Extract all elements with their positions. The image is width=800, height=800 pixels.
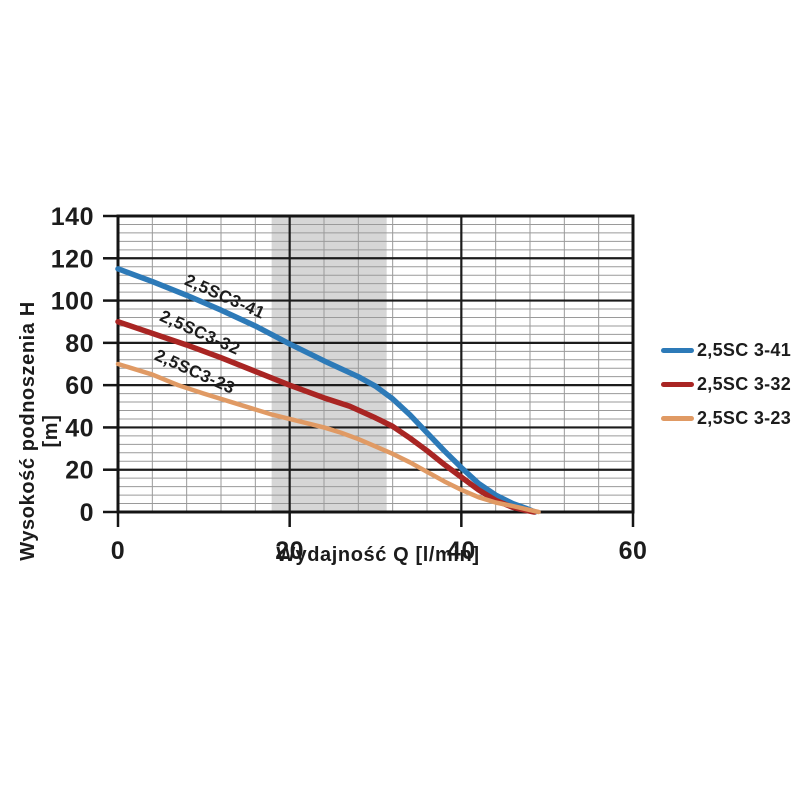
chart-legend: 2,5SC 3-41 2,5SC 3-32 2,5SC 3-23 <box>661 340 791 442</box>
svg-text:60: 60 <box>619 537 648 565</box>
svg-text:80: 80 <box>65 330 94 358</box>
legend-line-swatch <box>661 381 694 387</box>
legend-item: 2,5SC 3-32 <box>661 374 791 394</box>
legend-item: 2,5SC 3-41 <box>661 340 791 360</box>
curve-2,5SC3-23 <box>115 361 541 515</box>
x-axis-title: Wydajność Q [l/min] <box>276 544 480 566</box>
svg-text:20: 20 <box>275 537 304 565</box>
legend-line-swatch <box>661 415 694 421</box>
curve-2,5SC3-41 <box>115 266 538 515</box>
legend-item: 2,5SC 3-23 <box>661 408 791 428</box>
svg-text:40: 40 <box>65 414 94 442</box>
svg-text:60: 60 <box>65 372 94 400</box>
legend-line-swatch <box>661 347 694 353</box>
svg-text:100: 100 <box>51 288 94 316</box>
minor-gridlines <box>118 216 633 512</box>
legend-label: 2,5SC 3-23 <box>697 407 792 428</box>
svg-text:0: 0 <box>80 499 94 527</box>
svg-text:120: 120 <box>51 245 94 273</box>
legend-label: 2,5SC 3-32 <box>697 373 792 394</box>
x-tick-labels: 0 20 40 60 <box>111 537 648 565</box>
y-axis-title: Wysokość podnoszenia H [m] <box>17 301 62 561</box>
svg-text:0: 0 <box>111 537 125 565</box>
legend-label: 2,5SC 3-41 <box>697 339 792 360</box>
svg-text:40: 40 <box>447 537 476 565</box>
svg-text:20: 20 <box>65 457 94 485</box>
axis-ticks <box>103 214 635 527</box>
svg-text:140: 140 <box>51 203 94 231</box>
y-tick-labels: 0 20 40 60 80 100 120 140 <box>51 203 94 527</box>
